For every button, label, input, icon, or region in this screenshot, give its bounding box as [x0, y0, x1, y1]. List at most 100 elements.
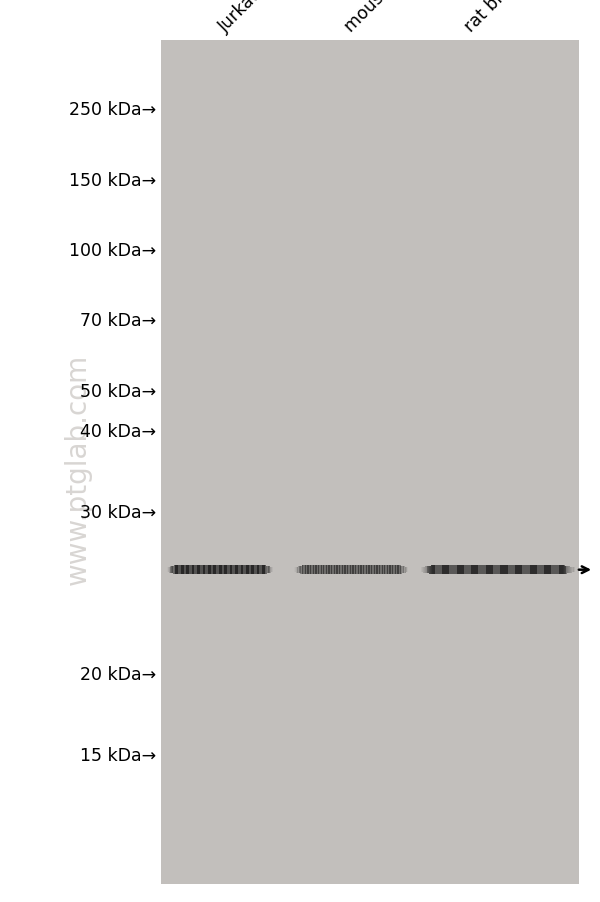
Bar: [492, 566, 493, 575]
Bar: [435, 566, 436, 575]
Text: 30 kDa→: 30 kDa→: [80, 503, 156, 521]
Bar: [503, 566, 504, 575]
Bar: [472, 566, 473, 575]
Bar: [541, 566, 542, 575]
Bar: [448, 566, 449, 575]
Bar: [490, 566, 491, 575]
Bar: [489, 566, 490, 575]
Bar: [475, 566, 476, 575]
Bar: [478, 566, 479, 575]
Text: 40 kDa→: 40 kDa→: [80, 422, 156, 440]
Bar: [572, 567, 573, 573]
Bar: [539, 566, 540, 575]
Bar: [463, 566, 464, 575]
Bar: [507, 566, 508, 575]
Text: rat brain: rat brain: [461, 0, 527, 36]
Bar: [476, 566, 477, 575]
Bar: [442, 566, 443, 575]
Bar: [427, 566, 428, 574]
Bar: [515, 566, 516, 575]
Bar: [543, 566, 544, 575]
Bar: [454, 566, 455, 575]
Bar: [558, 566, 559, 575]
Bar: [457, 566, 458, 575]
Bar: [485, 566, 486, 575]
Bar: [495, 566, 496, 575]
Bar: [506, 566, 507, 575]
Bar: [434, 566, 435, 575]
Bar: [441, 566, 442, 575]
Bar: [530, 566, 531, 575]
Bar: [487, 566, 488, 575]
Bar: [443, 566, 444, 575]
Bar: [548, 566, 549, 575]
Bar: [500, 566, 501, 575]
Bar: [538, 566, 539, 575]
Bar: [479, 566, 480, 575]
Bar: [497, 566, 498, 575]
Bar: [527, 566, 529, 575]
Bar: [446, 566, 447, 575]
Bar: [529, 566, 530, 575]
Bar: [461, 566, 462, 575]
Bar: [433, 566, 434, 575]
Bar: [523, 566, 524, 575]
Bar: [517, 566, 518, 575]
Bar: [422, 567, 423, 573]
Bar: [557, 566, 558, 575]
Bar: [574, 567, 575, 573]
Bar: [513, 566, 514, 575]
Text: 100 kDa→: 100 kDa→: [69, 242, 156, 260]
Bar: [514, 566, 515, 575]
Bar: [504, 566, 505, 575]
Bar: [537, 566, 538, 575]
Bar: [565, 566, 566, 574]
Bar: [540, 566, 541, 575]
Bar: [509, 566, 511, 575]
Bar: [511, 566, 512, 575]
Bar: [574, 567, 575, 573]
Bar: [460, 566, 461, 575]
Bar: [551, 566, 552, 575]
Bar: [526, 566, 527, 575]
Bar: [563, 566, 564, 575]
Bar: [464, 566, 465, 575]
Bar: [524, 566, 526, 575]
Bar: [470, 566, 471, 575]
Bar: [486, 566, 487, 575]
Bar: [484, 566, 485, 575]
Bar: [425, 566, 426, 574]
Bar: [420, 568, 421, 573]
Bar: [539, 566, 541, 575]
Bar: [425, 566, 427, 574]
Bar: [502, 566, 503, 575]
Bar: [477, 566, 478, 575]
Bar: [524, 566, 525, 575]
Bar: [433, 566, 434, 575]
Bar: [573, 567, 574, 573]
Bar: [550, 566, 551, 575]
Text: 150 kDa→: 150 kDa→: [69, 171, 156, 189]
Bar: [439, 566, 440, 575]
Bar: [556, 566, 557, 575]
Bar: [480, 566, 481, 575]
Text: 50 kDa→: 50 kDa→: [80, 382, 156, 400]
Bar: [571, 567, 572, 573]
Bar: [491, 566, 492, 575]
Bar: [457, 566, 458, 575]
Bar: [498, 566, 499, 575]
Bar: [527, 566, 528, 575]
Bar: [499, 566, 500, 575]
Bar: [505, 566, 506, 575]
Bar: [432, 566, 433, 575]
Bar: [497, 566, 499, 575]
Bar: [505, 566, 506, 575]
Text: 20 kDa→: 20 kDa→: [80, 665, 156, 683]
Bar: [469, 566, 470, 575]
Text: 250 kDa→: 250 kDa→: [69, 101, 156, 119]
Text: Jurkat: Jurkat: [215, 0, 264, 36]
Bar: [458, 566, 459, 575]
Bar: [471, 566, 472, 575]
Bar: [436, 566, 437, 575]
Bar: [544, 566, 545, 575]
